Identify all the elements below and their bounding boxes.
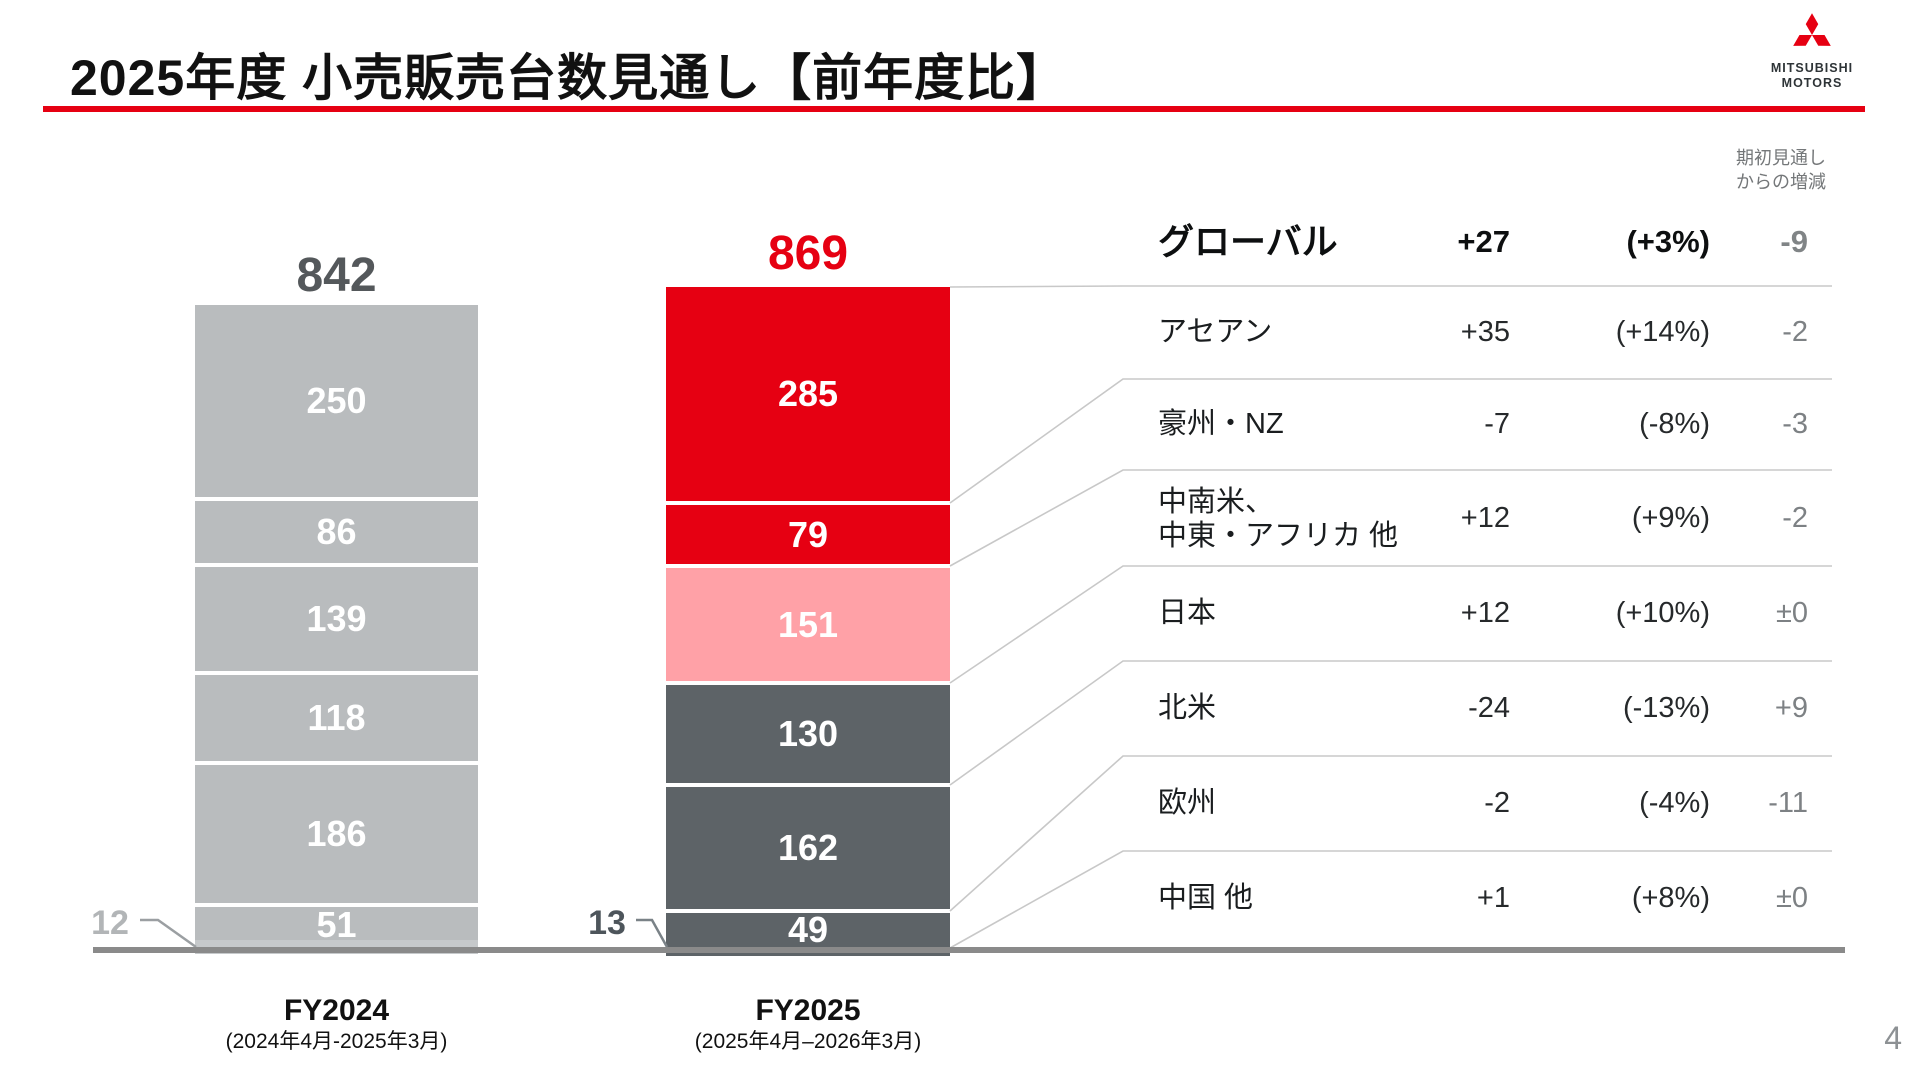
change-value: +27 <box>1457 224 1510 259</box>
page-title: 2025年度 小売販売台数見通し【前年度比】 <box>70 50 1068 106</box>
fy2024-segment-asean: 250 <box>195 305 478 497</box>
change-value: -7 <box>1484 407 1510 440</box>
change-percent: (-8%) <box>1639 407 1710 440</box>
fy2025-axis-label: FY2025 (2025年4月–2026年3月) <box>666 993 950 1055</box>
fy2025-china-other-label: 13 <box>588 904 626 942</box>
fy2024-china-other-label: 12 <box>91 904 129 942</box>
table-row-europe: 欧州 -2 (-4%) -11 <box>1158 756 1832 850</box>
region-label: 北米 <box>1158 692 1217 724</box>
fy2025-segment-china-other <box>666 946 950 956</box>
delta-vs-initial: +9 <box>1774 691 1808 724</box>
change-value: +35 <box>1460 315 1510 348</box>
table-row-aus-nz: 豪州・NZ -7 (-8%) -3 <box>1158 377 1832 471</box>
delta-vs-initial: -3 <box>1782 407 1808 440</box>
fy2024-period: (2024年4月-2025年3月) <box>225 1030 448 1053</box>
region-label: アセアン <box>1158 316 1273 348</box>
change-percent: (+10%) <box>1615 596 1710 629</box>
change-percent: (+3%) <box>1626 224 1710 259</box>
table-row-latam-me-africa: 中南米、 中東・アフリカ 他 +12 (+9%) -2 <box>1158 471 1832 566</box>
logo-brand-line1: MITSUBISHI <box>1770 61 1854 75</box>
title-underline <box>43 106 1865 112</box>
region-label: 日本 <box>1158 597 1217 629</box>
region-label: 中南米、 中東・アフリカ 他 <box>1158 485 1399 552</box>
change-value: -2 <box>1484 786 1510 819</box>
fy2024-axis-label: FY2024 (2024年4月-2025年3月) <box>195 993 478 1055</box>
fy2024-segment-north-america: 186 <box>195 765 478 903</box>
table-row-global: グローバル +27 (+3%) -9 <box>1158 195 1832 289</box>
table-row-china-other: 中国 他 +1 (+8%) ±0 <box>1158 851 1832 945</box>
mitsubishi-diamonds-icon <box>1788 13 1836 60</box>
fy2025-period: (2025年4月–2026年3月) <box>694 1030 922 1053</box>
region-label: グローバル <box>1158 221 1338 262</box>
fy2024-segment-aus-nz: 86 <box>195 501 478 563</box>
change-value: -24 <box>1468 691 1510 724</box>
delta-vs-initial: -9 <box>1780 224 1808 259</box>
change-value: +12 <box>1460 502 1510 534</box>
fy2025-total: 869 <box>767 227 849 280</box>
delta-vs-initial: ±0 <box>1775 881 1808 914</box>
change-value: +1 <box>1476 881 1510 914</box>
fy2025-segment-aus-nz: 79 <box>666 505 950 564</box>
delta-caption-line1: 期初見通し <box>1736 148 1826 168</box>
logo-brand-line2: MOTORS <box>1781 76 1843 90</box>
change-percent: (-4%) <box>1639 786 1710 819</box>
page-number: 4 <box>1884 1020 1902 1056</box>
fy2024-name: FY2024 <box>283 994 390 1027</box>
table-row-north-america: 北米 -24 (-13%) +9 <box>1158 661 1832 755</box>
change-percent: (+14%) <box>1615 315 1710 348</box>
fy2025-name: FY2025 <box>755 994 861 1027</box>
fy2024-segment-latam-me-africa: 139 <box>195 567 478 671</box>
delta-vs-initial: -2 <box>1782 502 1808 534</box>
fy2025-segment-japan: 130 <box>666 685 950 783</box>
table-row-asean: アセアン +35 (+14%) -2 <box>1158 285 1832 379</box>
region-label: 豪州・NZ <box>1158 408 1284 440</box>
fy2025-segment-asean: 285 <box>666 287 950 501</box>
fy2025-segment-north-america: 162 <box>666 787 950 909</box>
fy2024-segment-japan: 118 <box>195 675 478 761</box>
change-value: +12 <box>1460 596 1510 629</box>
delta-caption-line2: からの増減 <box>1736 172 1826 192</box>
fy2024-total: 842 <box>296 249 377 302</box>
fy2024-segment-china-other <box>195 940 478 954</box>
fy2024-segment-europe: 51 <box>195 904 478 945</box>
delta-vs-initial: -11 <box>1768 786 1808 819</box>
change-percent: (+8%) <box>1631 881 1710 914</box>
mitsubishi-logo: MITSUBISHI MOTORS <box>1762 12 1862 91</box>
delta-vs-initial: -2 <box>1782 315 1808 348</box>
region-label: 中国 他 <box>1158 882 1254 914</box>
region-label: 欧州 <box>1158 787 1217 819</box>
delta-column-caption: 期初見通し からの増減 <box>1560 146 1832 194</box>
fy2025-segment-latam-me-africa: 151 <box>666 568 950 681</box>
delta-vs-initial: ±0 <box>1775 596 1808 629</box>
table-row-japan: 日本 +12 (+10%) ±0 <box>1158 566 1832 660</box>
change-percent: (+9%) <box>1631 502 1710 534</box>
fy2025-segment-europe: 49 <box>666 909 950 950</box>
change-percent: (-13%) <box>1622 691 1710 724</box>
